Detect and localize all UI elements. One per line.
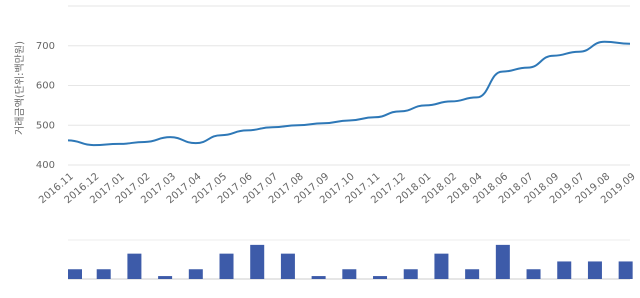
volume-bar <box>373 276 388 279</box>
volume-bar <box>495 244 510 279</box>
volume-bar <box>342 269 357 279</box>
volume-bar <box>96 269 111 279</box>
volume-bar <box>587 261 602 279</box>
volume-bar <box>526 269 541 279</box>
y-axis-label: 거래금액(단위:백만원) <box>13 41 26 135</box>
volume-bar <box>219 253 234 279</box>
y-tick-label: 700 <box>36 41 55 52</box>
volume-bar <box>280 253 295 279</box>
y-tick-label: 500 <box>36 120 55 131</box>
volume-bar <box>311 276 326 279</box>
volume-bar <box>618 261 633 279</box>
volume-bar <box>557 261 572 279</box>
volume-bar <box>127 253 142 279</box>
price-line <box>67 40 631 147</box>
volume-bar <box>188 269 203 279</box>
volume-bar <box>250 244 265 279</box>
volume-bar <box>403 269 418 279</box>
y-tick-label: 600 <box>36 81 55 92</box>
volume-bar <box>465 269 480 279</box>
volume-bar <box>68 269 82 279</box>
y-tick-label: 400 <box>36 160 55 171</box>
volume-bar <box>434 253 449 279</box>
volume-bar <box>158 276 173 279</box>
